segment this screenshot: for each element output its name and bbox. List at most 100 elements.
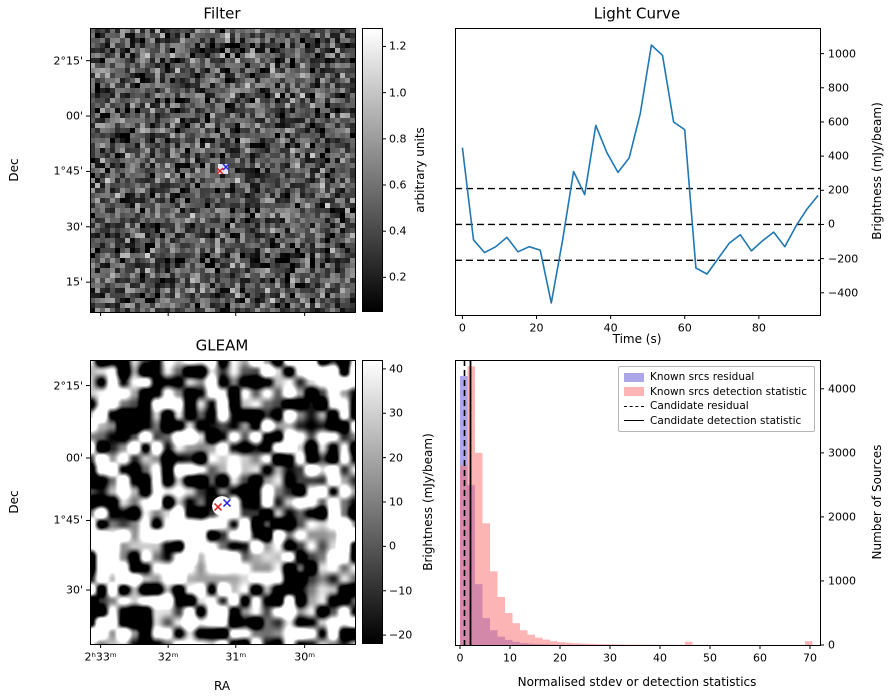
light-curve-xtick-label: 60 — [677, 321, 692, 335]
legend-label: Known srcs detection statistic — [650, 385, 807, 398]
legend-swatch — [624, 387, 645, 397]
gleam-colorbar — [362, 360, 383, 644]
histogram-xtick-label: 10 — [503, 651, 517, 665]
filter-ytick-label: 30' — [65, 220, 83, 234]
gleam-ylabel: Dec — [7, 490, 21, 514]
histogram-xtick-label: 30 — [603, 651, 617, 665]
histogram-ytick-label: 2000 — [828, 510, 856, 524]
hist-bar-series-0 — [520, 643, 528, 645]
filter-ytick-label: 1°45' — [53, 164, 83, 178]
gleam-colorbar-tick: 20 — [389, 451, 403, 465]
hist-bar-series-1 — [550, 641, 558, 645]
hist-bar-series-0 — [475, 584, 483, 645]
hist-bar-series-1 — [512, 623, 520, 645]
filter-title: Filter — [203, 4, 241, 23]
light-curve-xtick-label: 80 — [751, 321, 766, 335]
light-curve-ylabel: Brightness (mJy/beam) — [870, 102, 884, 240]
light-curve-ytick-label: 1000 — [828, 47, 856, 61]
gleam-colorbar-tick: −10 — [389, 584, 413, 598]
filter-colorbar-tick: 1.0 — [389, 86, 407, 100]
gleam-xlabel: RA — [213, 679, 231, 693]
hist-bar-series-1 — [535, 637, 543, 645]
hist-bar-series-1 — [685, 641, 693, 645]
gleam-colorbar-tick: 10 — [389, 495, 403, 509]
hist-bar-series-0 — [490, 630, 498, 645]
hist-bar-series-1 — [482, 523, 490, 645]
legend-line-sample — [624, 420, 645, 422]
filter-ylabel: Dec — [7, 158, 21, 182]
gleam-colorbar-tick: 40 — [389, 362, 403, 376]
hist-bar-series-0 — [505, 639, 513, 645]
hist-bar-series-1 — [520, 630, 528, 645]
filter-colorbar-tick: 0.8 — [389, 132, 407, 146]
light-curve-ytick-label: −400 — [828, 286, 859, 300]
hist-bar-series-1 — [542, 639, 550, 645]
histogram-xtick-label: 50 — [703, 651, 717, 665]
hist-bar-series-0 — [527, 643, 535, 645]
gleam-xtick-label: 32ᵐ — [157, 650, 179, 664]
hist-bar-series-1 — [460, 465, 468, 645]
light-curve-ytick-label: −200 — [828, 252, 859, 266]
histogram-xtick-label: 70 — [803, 651, 817, 665]
hist-bar-series-0 — [482, 618, 490, 645]
light-curve-xtick-label: 20 — [529, 321, 544, 335]
light-curve-axes-frame — [455, 28, 821, 316]
hist-bar-series-1 — [580, 643, 588, 645]
gleam-ytick-label: 2°15' — [53, 379, 83, 393]
hist-bar-series-1 — [805, 641, 813, 645]
gleam-colorbar-tick: 30 — [389, 406, 403, 420]
filter-ytick-label: 2°15' — [53, 54, 83, 68]
gleam-xtick-label: 31ᵐ — [225, 650, 247, 664]
gleam-ytick-label: 00' — [65, 451, 83, 465]
hist-bar-series-1 — [572, 643, 580, 645]
light-curve-ytick-label: 800 — [828, 81, 849, 95]
histogram-xtick-label: 20 — [553, 651, 567, 665]
hist-bar-series-1 — [557, 642, 565, 645]
gleam-heatmap-image — [90, 360, 355, 644]
filter-ytick-label: 00' — [65, 109, 83, 123]
histogram-ytick-label: 0 — [828, 638, 835, 652]
filter-heatmap-image — [90, 28, 355, 312]
legend-label: Candidate residual — [650, 400, 749, 413]
hist-bar-series-0 — [497, 636, 505, 645]
gleam-colorbar-label: Brightness (mJy/beam) — [421, 433, 435, 571]
hist-bar-series-1 — [587, 643, 595, 645]
legend-line-sample — [624, 405, 645, 407]
light-curve-title: Light Curve — [593, 4, 681, 23]
filter-colorbar-tick: 0.6 — [389, 178, 407, 192]
filter-colorbar-tick: 0.2 — [389, 270, 407, 284]
histogram-xtick-label: 0 — [456, 651, 464, 665]
filter-colorbar — [362, 28, 383, 312]
histogram-xlabel: Normalised stdev or detection statistics — [517, 675, 757, 689]
histogram-legend: Known srcs residual Known srcs detection … — [618, 366, 815, 432]
gleam-xtick-label: 30ᵐ — [294, 650, 316, 664]
light-curve-xtick-label: 40 — [603, 321, 618, 335]
hist-bar-series-0 — [535, 644, 543, 645]
light-curve-xtick-label: 0 — [458, 321, 466, 335]
hist-bar-series-1 — [595, 644, 603, 645]
filter-colorbar-tick: 0.4 — [389, 224, 407, 238]
gleam-colorbar-tick: 0 — [389, 539, 396, 553]
histogram-xtick-label: 60 — [753, 651, 767, 665]
light-curve-xlabel: Time (s) — [612, 332, 662, 346]
filter-colorbar-label: arbitrary units — [413, 127, 427, 213]
legend-swatch — [624, 372, 645, 382]
histogram-ylabel: Number of Sources — [870, 444, 884, 560]
light-curve-ytick-label: 400 — [828, 149, 849, 163]
hist-bar-series-0 — [542, 644, 550, 645]
legend-entry: Candidate residual — [624, 399, 807, 414]
legend-entry: Candidate detection statistic — [624, 414, 807, 429]
hist-bar-series-1 — [475, 452, 483, 645]
legend-label: Known srcs residual — [650, 371, 755, 384]
hist-bar-series-1 — [490, 571, 498, 645]
light-curve-ytick-label: 200 — [828, 183, 849, 197]
filter-ytick-label: 15' — [65, 275, 83, 289]
hist-bar-series-0 — [467, 484, 475, 645]
hist-bar-series-0 — [512, 641, 520, 645]
gleam-ytick-label: 1°45' — [53, 513, 83, 527]
hist-bar-series-1 — [617, 644, 625, 645]
gleam-title: GLEAM — [195, 336, 249, 355]
legend-label: Candidate detection statistic — [650, 414, 802, 427]
histogram-ytick-label: 4000 — [828, 382, 856, 396]
